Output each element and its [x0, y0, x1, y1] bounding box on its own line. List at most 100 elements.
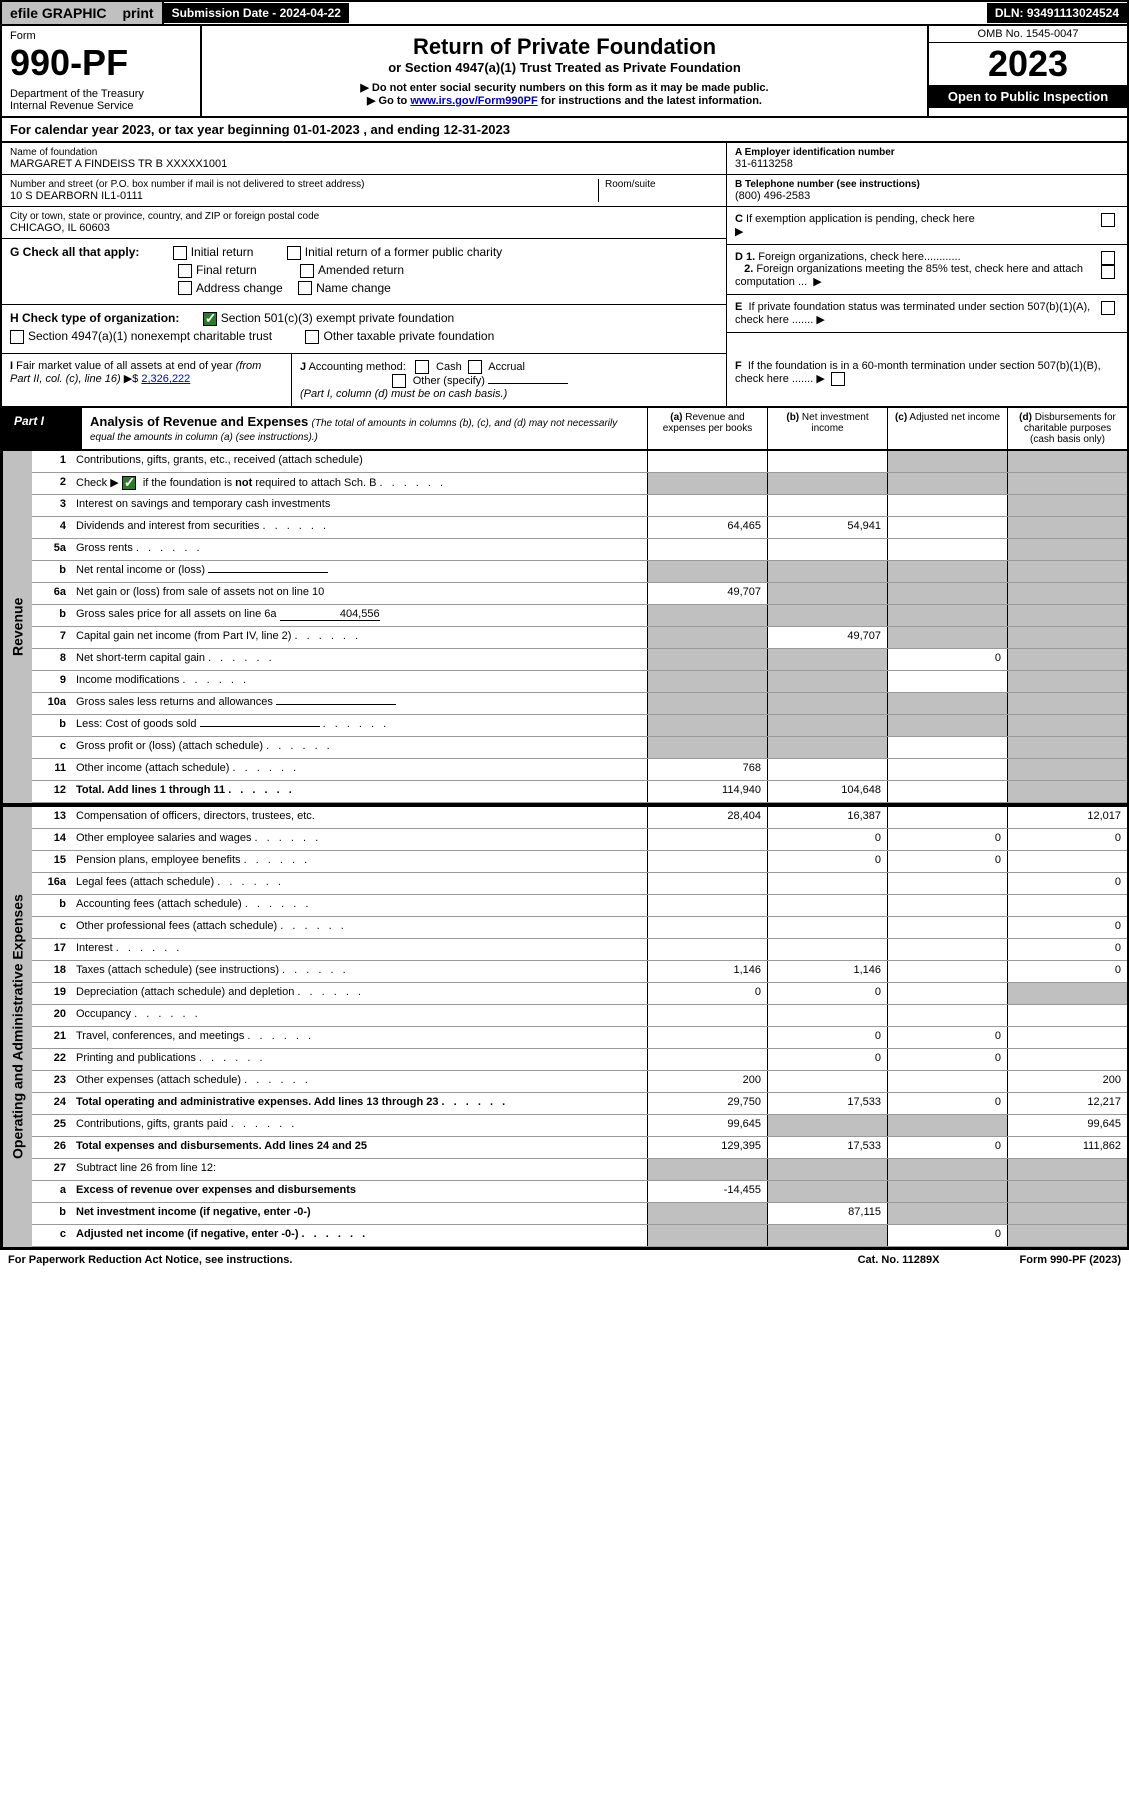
row-number: 2 [32, 473, 72, 494]
c-checkbox[interactable] [1101, 213, 1115, 227]
table-row: cAdjusted net income (if negative, enter… [32, 1225, 1127, 1247]
phone-label: B Telephone number (see instructions) [735, 179, 920, 190]
cell [887, 627, 1007, 648]
d1-checkbox[interactable] [1101, 251, 1115, 265]
cell [767, 1005, 887, 1026]
print-button[interactable]: print [114, 2, 163, 24]
row-desc: Other expenses (attach schedule) . . . .… [72, 1071, 647, 1092]
cell [767, 671, 887, 692]
cell [647, 1005, 767, 1026]
row-desc: Total operating and administrative expen… [72, 1093, 647, 1114]
cell [1007, 759, 1127, 780]
cell [647, 1159, 767, 1180]
cell: 0 [887, 1027, 1007, 1048]
table-row: 16aLegal fees (attach schedule) . . . . … [32, 873, 1127, 895]
cell [767, 495, 887, 516]
other-taxable-checkbox[interactable] [305, 330, 319, 344]
table-row: bGross sales price for all assets on lin… [32, 605, 1127, 627]
initial-return-checkbox[interactable] [173, 246, 187, 260]
e-checkbox[interactable] [1101, 301, 1115, 315]
cell: 0 [767, 829, 887, 850]
table-row: cOther professional fees (attach schedul… [32, 917, 1127, 939]
cell: 114,940 [647, 781, 767, 802]
cell [1007, 1181, 1127, 1202]
cell: 104,648 [767, 781, 887, 802]
cell [1007, 737, 1127, 758]
4947-checkbox[interactable] [10, 330, 24, 344]
address-change-checkbox[interactable] [178, 281, 192, 295]
col-c-header: (c) Adjusted net income [887, 408, 1007, 449]
cell [647, 715, 767, 736]
cell [887, 583, 1007, 604]
row-desc: Net gain or (loss) from sale of assets n… [72, 583, 647, 604]
cell [1007, 851, 1127, 872]
row-number: 10a [32, 693, 72, 714]
cell [1007, 451, 1127, 472]
cell: 0 [887, 1093, 1007, 1114]
row-number: a [32, 1181, 72, 1202]
table-row: bNet investment income (if negative, ent… [32, 1203, 1127, 1225]
row-desc: Contributions, gifts, grants paid . . . … [72, 1115, 647, 1136]
cell: 200 [1007, 1071, 1127, 1092]
row-number: 6a [32, 583, 72, 604]
cell [767, 1181, 887, 1202]
submission-date: Submission Date - 2024-04-22 [164, 3, 349, 23]
cell: 1,146 [767, 961, 887, 982]
cell [887, 1005, 1007, 1026]
other-method-checkbox[interactable] [392, 374, 406, 388]
cell [767, 539, 887, 560]
501c3-checkbox[interactable] [203, 312, 217, 326]
initial-public-checkbox[interactable] [287, 246, 301, 260]
name-change-checkbox[interactable] [298, 281, 312, 295]
f-checkbox[interactable] [831, 372, 845, 386]
cell [1007, 895, 1127, 916]
cell: 1,146 [647, 961, 767, 982]
cell [647, 873, 767, 894]
row-desc: Occupancy . . . . . . [72, 1005, 647, 1026]
col-d-header: (d) Disbursements for charitable purpose… [1007, 408, 1127, 449]
cell [767, 939, 887, 960]
irs-link[interactable]: www.irs.gov/Form990PF [410, 95, 537, 107]
cell [647, 895, 767, 916]
table-row: 9Income modifications . . . . . . [32, 671, 1127, 693]
cell: 0 [767, 851, 887, 872]
dln: DLN: 93491113024524 [987, 3, 1127, 23]
table-row: 3Interest on savings and temporary cash … [32, 495, 1127, 517]
table-row: 24Total operating and administrative exp… [32, 1093, 1127, 1115]
row-number: b [32, 1203, 72, 1224]
table-row: 2Check ▶ if the foundation is not requir… [32, 473, 1127, 495]
cell [1007, 1005, 1127, 1026]
cell: 0 [1007, 829, 1127, 850]
cell [887, 495, 1007, 516]
d2-checkbox[interactable] [1101, 265, 1115, 279]
fmv-row: I Fair market value of all assets at end… [0, 354, 1129, 408]
cell [1007, 473, 1127, 494]
final-return-checkbox[interactable] [178, 264, 192, 278]
cell [767, 605, 887, 626]
cell [887, 539, 1007, 560]
table-row: 21Travel, conferences, and meetings . . … [32, 1027, 1127, 1049]
table-row: 10aGross sales less returns and allowanc… [32, 693, 1127, 715]
accrual-checkbox[interactable] [468, 360, 482, 374]
cell [887, 561, 1007, 582]
row-desc: Net investment income (if negative, ente… [72, 1203, 647, 1224]
cell: 0 [1007, 873, 1127, 894]
cell [647, 649, 767, 670]
row-number: 23 [32, 1071, 72, 1092]
row-desc: Total expenses and disbursements. Add li… [72, 1137, 647, 1158]
table-row: bLess: Cost of goods sold . . . . . . [32, 715, 1127, 737]
cell: 0 [887, 1049, 1007, 1070]
cash-checkbox[interactable] [415, 360, 429, 374]
cell: 0 [887, 851, 1007, 872]
cell: 0 [767, 983, 887, 1004]
table-row: 26Total expenses and disbursements. Add … [32, 1137, 1127, 1159]
row-number: 18 [32, 961, 72, 982]
cell [1007, 983, 1127, 1004]
row-number: b [32, 605, 72, 626]
row-desc: Less: Cost of goods sold . . . . . . [72, 715, 647, 736]
amended-checkbox[interactable] [300, 264, 314, 278]
calendar-year: For calendar year 2023, or tax year begi… [0, 118, 1129, 143]
city-label: City or town, state or province, country… [10, 211, 718, 222]
cell [887, 961, 1007, 982]
note2: ▶ Go to www.irs.gov/Form990PF for instru… [210, 94, 919, 107]
